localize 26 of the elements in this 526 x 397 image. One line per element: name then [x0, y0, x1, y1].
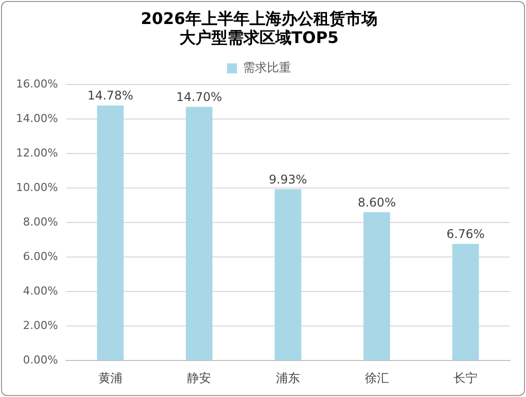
bar: [452, 244, 479, 360]
y-tick-label: 14.00%: [16, 112, 58, 125]
y-tick-label: 12.00%: [16, 146, 58, 160]
y-tick-label: 6.00%: [22, 250, 58, 263]
chart-title: 2026年上半年上海办公租赁市场大户型需求区域TOP5: [140, 8, 378, 47]
data-label: 14.78%: [87, 88, 134, 103]
bar: [186, 106, 212, 360]
x-tick-label: 黄浦: [98, 370, 122, 385]
bar: [363, 212, 390, 360]
y-tick-label: 16.00%: [16, 77, 58, 90]
y-tick-label: 4.00%: [22, 284, 58, 298]
data-label: 14.70%: [176, 90, 222, 104]
bar: [97, 105, 124, 360]
y-tick-label: 2.00%: [22, 318, 58, 332]
x-tick-label: 浦东: [276, 370, 300, 385]
x-tick-label: 长宁: [454, 370, 478, 385]
y-tick-label: 10.00%: [16, 180, 58, 194]
x-tick-label: 徐汇: [364, 370, 389, 385]
legend-label: 需求比重: [243, 60, 291, 75]
data-label: 6.76%: [446, 227, 485, 242]
y-tick-label: 8.00%: [22, 215, 58, 228]
data-label: 9.93%: [268, 172, 308, 186]
x-tick-label: 静安: [187, 370, 212, 385]
y-tick-label: 0.00%: [22, 353, 58, 366]
data-label: 8.60%: [358, 195, 396, 210]
bar: [274, 189, 302, 360]
